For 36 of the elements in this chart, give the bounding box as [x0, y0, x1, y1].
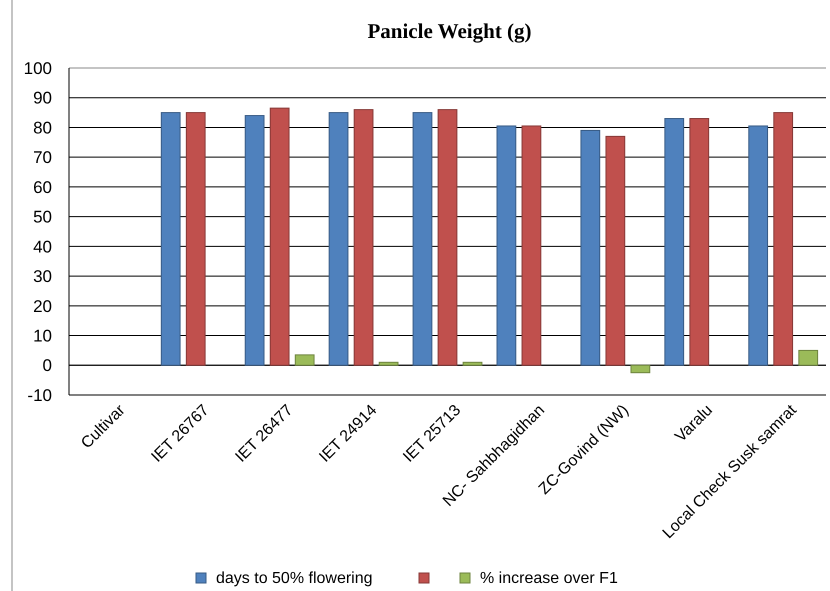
bar — [580, 130, 600, 366]
bar — [160, 112, 181, 366]
bar — [773, 112, 794, 366]
bar — [496, 125, 516, 366]
bar — [522, 125, 542, 366]
y-tick-label: 70 — [33, 148, 52, 168]
y-tick-label: 0 — [42, 356, 52, 376]
y-tick-label: 100 — [24, 58, 52, 78]
bar — [462, 362, 482, 366]
y-tick-label: 30 — [33, 267, 52, 286]
bar — [664, 118, 684, 366]
bar — [438, 109, 458, 366]
chart-title: Panicle Weight (g) — [367, 19, 532, 43]
bar — [605, 136, 626, 366]
bar — [354, 109, 374, 366]
bar — [689, 118, 710, 366]
bar — [186, 112, 206, 366]
bar — [412, 112, 432, 366]
legend-label: days to 50% flowering — [216, 570, 373, 587]
y-tick-label: 40 — [33, 237, 52, 256]
bar — [748, 125, 768, 366]
y-tick-label: 60 — [33, 178, 52, 197]
bar — [270, 108, 290, 366]
legend-label: % increase over F1 — [480, 570, 618, 587]
bar — [294, 354, 315, 366]
bar — [328, 112, 348, 366]
bar — [244, 115, 265, 366]
bar — [630, 364, 650, 374]
bar — [798, 350, 818, 366]
y-tick-label: 20 — [33, 296, 52, 316]
y-tick-label: 50 — [33, 208, 52, 227]
bar — [378, 362, 398, 366]
y-tick-label: -10 — [27, 386, 52, 405]
y-tick-label: 10 — [33, 326, 52, 346]
y-tick-label: 80 — [33, 118, 52, 138]
y-tick-label: 90 — [33, 88, 52, 108]
